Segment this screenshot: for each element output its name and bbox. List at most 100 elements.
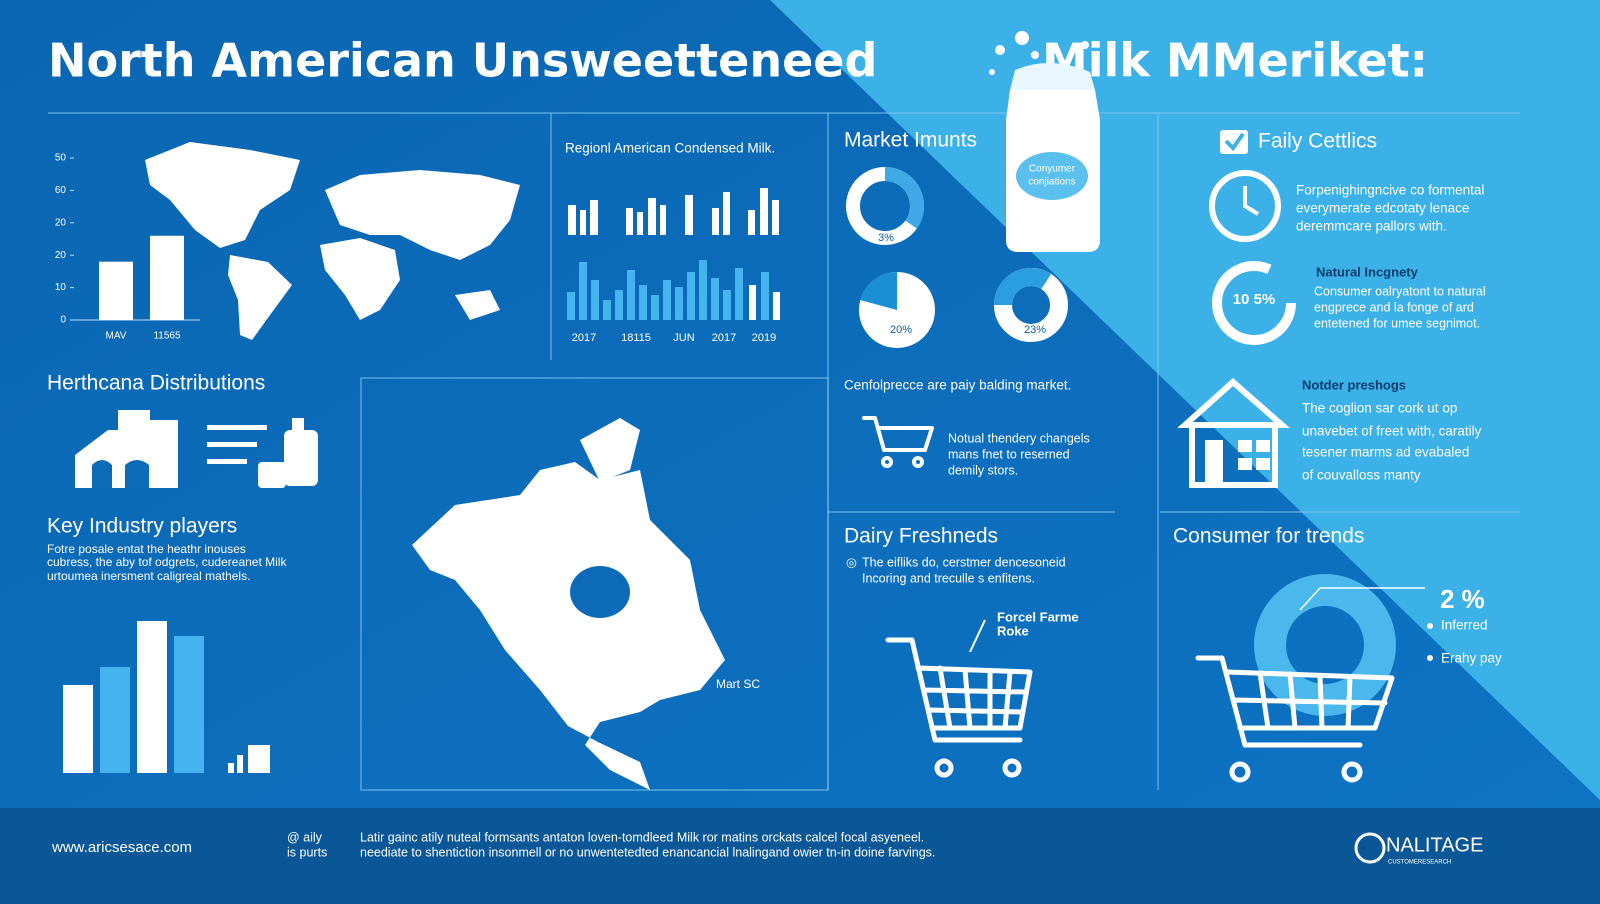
blue-bars-part	[761, 272, 769, 320]
label: Consumer for trends	[1173, 525, 1364, 548]
label: 2017	[572, 332, 596, 344]
label: is purts	[287, 845, 327, 859]
milk-splash-part	[1081, 41, 1089, 49]
label: ◎	[846, 555, 857, 569]
label: Latir gainc atily nuteal formsants antat…	[360, 830, 924, 844]
white-bars-part	[685, 195, 693, 235]
label: Inferred	[1441, 618, 1488, 633]
label: Regionl American Condensed Milk.	[565, 141, 775, 156]
consumer-panel-part	[1427, 623, 1433, 629]
factory-icon	[75, 410, 178, 488]
blue-bars-part	[651, 295, 659, 320]
label: Natural Incgnety	[1316, 264, 1419, 279]
x-tick-label: MAV	[106, 331, 127, 342]
label: Conyumer	[1029, 164, 1076, 175]
label: neediate to shentiction insonmell or no …	[360, 845, 935, 859]
clock-icon	[1209, 170, 1281, 242]
distribution-panel: Herthcana Distributions Key Industry pla…	[47, 372, 318, 773]
blue-bars-part	[687, 272, 695, 320]
footer-part	[0, 808, 1600, 904]
white-bars-part	[648, 198, 656, 235]
white-bars-part	[748, 210, 755, 235]
label: Mart SC	[716, 677, 760, 691]
donut-1-part	[846, 167, 924, 245]
donut-2-part	[860, 271, 897, 310]
blue-bars-part	[627, 270, 635, 320]
check-icon	[1220, 130, 1248, 154]
white-bars-part	[637, 212, 643, 235]
factory-icon-part	[92, 460, 149, 488]
y-tick-label: 0	[60, 315, 66, 326]
label: Fotre posale entat the heathr inouses	[47, 542, 246, 556]
label: entetened for umee segnimot.	[1314, 316, 1480, 330]
market-panel: Market Imunts Conyumer conjiations 3% 20…	[844, 62, 1100, 477]
world-map-panel: 0 10 20 20 60 50 MAV 11565	[55, 142, 520, 342]
milk-splash-part	[995, 45, 1005, 55]
milk-splash-part	[1031, 51, 1039, 59]
milk-splash	[989, 31, 1089, 75]
trends-panel-part	[1243, 186, 1260, 216]
cart-large	[885, 637, 1033, 743]
milk-splash-part	[989, 69, 995, 75]
list-icon-part	[207, 459, 247, 464]
blue-bars-part	[735, 268, 743, 320]
consumer-panel-part	[1341, 761, 1363, 783]
label: mans fnet to reserned	[948, 447, 1070, 461]
white-bars-part	[580, 210, 586, 235]
players-bars-part	[228, 763, 234, 773]
players-bars-part	[237, 755, 243, 773]
house-icon-part	[1238, 440, 1252, 452]
donut-3: 23%	[994, 268, 1068, 342]
white-bars-part	[760, 188, 768, 235]
label: deremmcare pallors with.	[1296, 219, 1447, 234]
label: Faily Cettlics	[1258, 130, 1377, 153]
milk-bottle: Conyumer conjiations	[1006, 62, 1100, 252]
players-bars-part	[137, 621, 167, 773]
house-icon-part	[1256, 458, 1270, 470]
players-bars-part	[63, 685, 93, 773]
white-bars-part	[590, 200, 598, 235]
blue-bars-part	[615, 290, 623, 320]
blue-bars-part	[675, 287, 683, 320]
label: 20%	[890, 324, 912, 336]
trends-panel: Faily Cettlics Forpenighingncive co form…	[1177, 130, 1486, 488]
label: 2 %	[1440, 584, 1485, 614]
blue-bars-part	[603, 300, 611, 320]
donut-3-part	[994, 268, 1068, 342]
players-bars	[63, 621, 270, 773]
label: Forpenighingncive co formental	[1296, 183, 1484, 198]
header: North American Unsweetteneed Milk MMerik…	[48, 31, 1520, 114]
north-america-map-part	[412, 462, 725, 790]
label: NALITAGE	[1386, 834, 1483, 856]
diagonal-highlight	[770, 0, 1600, 800]
label: Milk MMeriket:	[1042, 34, 1428, 88]
players-bars-part	[248, 745, 270, 773]
label: 2019	[752, 332, 776, 344]
blue-bars-part	[699, 260, 707, 320]
label: urtoumea inersment caligreal mathels.	[47, 569, 250, 583]
house-icon-part	[1256, 440, 1270, 452]
world-map-part	[145, 142, 300, 248]
white-bars-part	[660, 205, 666, 235]
label: @ aily	[287, 830, 323, 844]
label: JUN	[673, 332, 694, 344]
blue-bars-part	[711, 278, 719, 320]
freshness-panel-part	[1002, 758, 1022, 778]
y-tick-label: 60	[55, 185, 67, 196]
white-bars-part	[772, 200, 779, 235]
label: 18115	[621, 332, 651, 344]
label: www.aricsesace.com	[51, 839, 192, 856]
label: Forcel Farme	[997, 609, 1079, 624]
label: 3%	[878, 232, 894, 244]
freshness-panel-part	[969, 619, 986, 653]
dividers	[360, 113, 1520, 791]
list-icon-part	[284, 430, 318, 486]
blue-bars-part	[579, 262, 587, 320]
white-bars-part	[723, 192, 730, 235]
white-bars-part	[712, 208, 719, 235]
list-icon-part	[258, 462, 286, 488]
milk-bottle-part	[1010, 62, 1095, 90]
dividers-part	[360, 377, 829, 791]
list-icon-part	[292, 418, 304, 432]
label: of couvalloss manty	[1302, 468, 1421, 483]
